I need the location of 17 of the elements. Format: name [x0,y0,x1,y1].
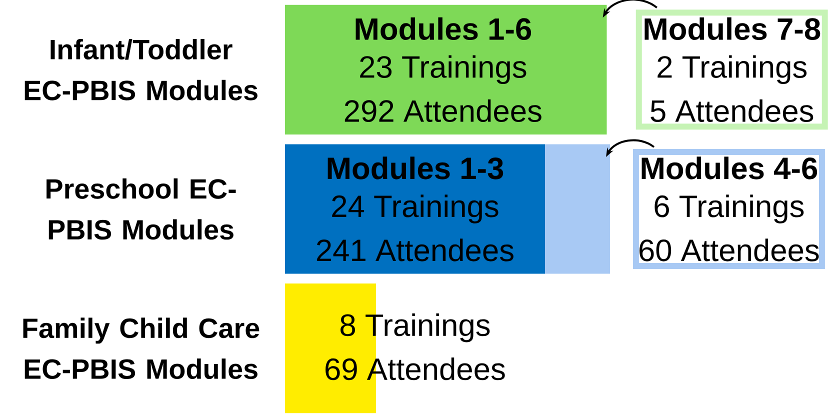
text: 60 Attendees [640,238,819,262]
annotation: Modules 1-6 [356,17,532,40]
text: Modules 7-8 [644,17,820,40]
y-tick-label: Family Child Care EC-PBIS Modules [23,318,260,379]
annotation: 241 Attendees [316,238,514,262]
bar [285,4,607,134]
annotation: Modules 1-3 [328,156,504,180]
bar [545,144,610,274]
text: 5 Attendees [650,99,814,122]
annotation: 23 Trainings [360,55,526,84]
y-tick-label: Preschool EC-PBIS Modules [46,178,236,240]
y-tick-label: Infant/Toddler EC-PBIS Modules [24,39,258,100]
text: 6 Trainings [654,194,804,224]
text: 2 Trainings [658,55,807,84]
annotation: 292 Attendees [344,99,542,122]
text: Modules 4-6 [642,156,818,180]
annotation: 24 Trainings [332,194,498,224]
